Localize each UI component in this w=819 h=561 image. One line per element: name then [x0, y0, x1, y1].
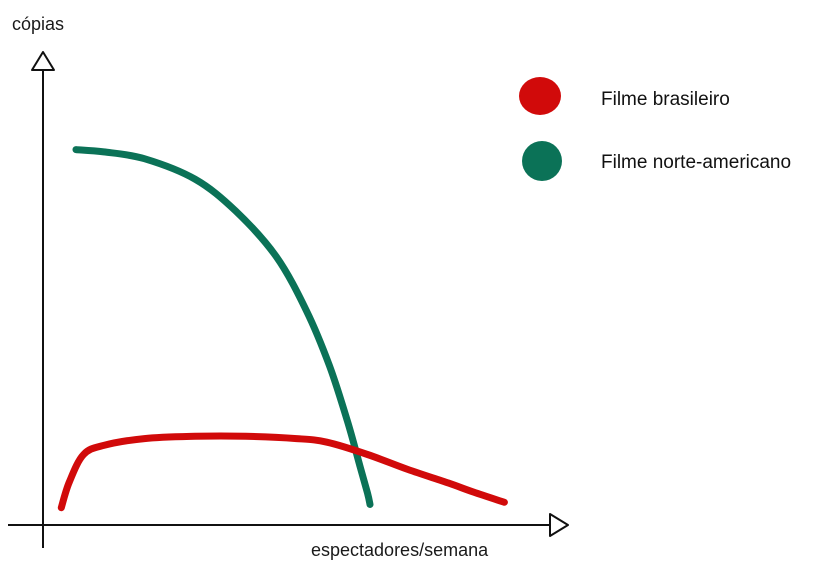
series-line-filme-norte-americano [72, 146, 374, 508]
legend-marker-green-icon [522, 141, 562, 181]
series-line-filme-brasileiro [57, 432, 508, 512]
x-axis-arrow-icon [549, 513, 569, 537]
legend: Filme brasileiro Filme norte-americano [519, 77, 791, 181]
x-axis-label: espectadores/semana [311, 540, 489, 560]
legend-marker-red-icon [519, 77, 561, 115]
series-layer [57, 146, 508, 512]
legend-label-filme-norte-americano: Filme norte-americano [601, 152, 791, 173]
y-axis-arrow-icon [31, 51, 55, 71]
legend-label-filme-brasileiro: Filme brasileiro [601, 89, 730, 110]
y-axis-label: cópias [12, 14, 64, 34]
